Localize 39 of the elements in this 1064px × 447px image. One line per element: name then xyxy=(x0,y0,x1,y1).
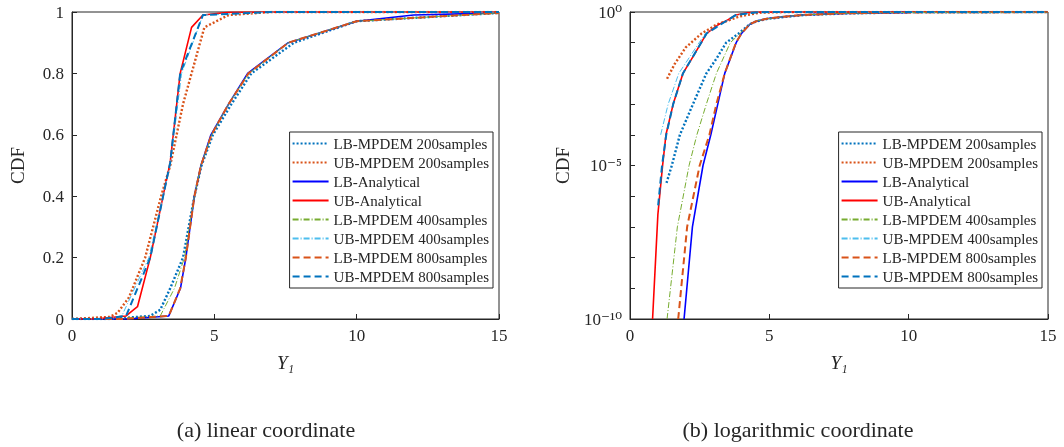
legend-label: UB-MPDEM 200samples xyxy=(882,154,1039,171)
legend-label: LB-Analytical xyxy=(882,173,970,190)
y-tick-label: 10⁻¹⁰ xyxy=(584,309,623,329)
legend-label: LB-MPDEM 800samples xyxy=(333,249,488,266)
x-tick-label: 0 xyxy=(67,326,77,345)
x-tick-label: 10 xyxy=(348,326,366,345)
x-tick-label: 10 xyxy=(900,326,918,345)
legend-label: UB-MPDEM 200samples xyxy=(333,154,490,171)
y-axis-title: CDF xyxy=(7,147,28,184)
x-axis-title: Y₁ xyxy=(830,352,848,373)
y-tick-label: 0.4 xyxy=(42,186,65,206)
x-tick-label: 0 xyxy=(625,326,635,345)
y-tick-label: 1 xyxy=(55,2,64,22)
y-tick-label: 0.2 xyxy=(42,248,64,268)
legend-label: LB-MPDEM 200samples xyxy=(333,135,488,152)
y-tick-label: 10⁻⁵ xyxy=(590,156,623,175)
text: (a) linear coordinate xyxy=(176,416,356,442)
y-tick-label: 0.8 xyxy=(42,63,64,83)
y-tick-label: 0.6 xyxy=(42,125,64,145)
y-tick-label: 0 xyxy=(55,309,64,329)
x-tick-label: 15 xyxy=(490,326,508,345)
legend-label: LB-MPDEM 400samples xyxy=(882,211,1037,228)
legend-label: LB-Analytical xyxy=(333,173,421,190)
x-tick-label: 15 xyxy=(1039,326,1057,345)
x-axis-title: Y₁ xyxy=(276,352,295,373)
text: (b) logarithmic coordinate xyxy=(682,416,914,442)
x-tick-label: 5 xyxy=(210,326,219,345)
legend-label: UB-MPDEM 800samples xyxy=(882,268,1039,285)
legend-label: UB-MPDEM 800samples xyxy=(333,268,490,285)
legend-label: LB-MPDEM 200samples xyxy=(882,135,1037,152)
y-tick-label: 10⁰ xyxy=(598,2,623,22)
legend-label: UB-MPDEM 400samples xyxy=(333,230,490,247)
x-tick-label: 5 xyxy=(765,326,774,345)
legend-label: LB-MPDEM 800samples xyxy=(882,249,1037,266)
legend-label: UB-Analytical xyxy=(882,192,971,209)
legend-label: UB-Analytical xyxy=(333,192,422,209)
legend-label: UB-MPDEM 400samples xyxy=(882,230,1039,247)
legend-label: LB-MPDEM 400samples xyxy=(333,211,488,228)
y-axis-title: CDF xyxy=(552,147,573,184)
